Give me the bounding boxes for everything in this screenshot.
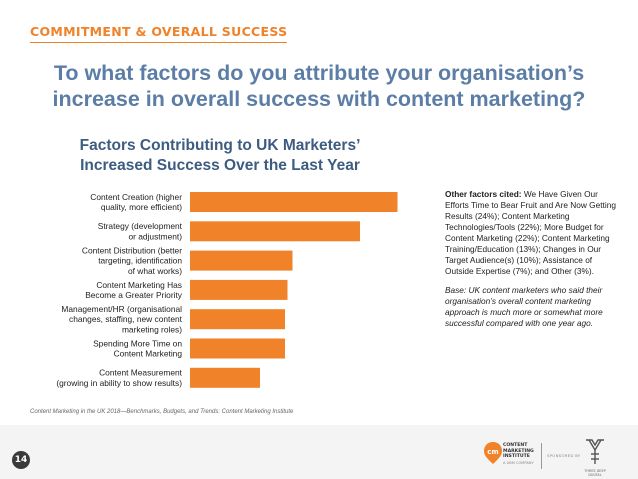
category-label-7: Content Measurement (growing in ability t… <box>56 368 182 388</box>
page-number: 14 <box>12 451 30 469</box>
cmi-logo-icon: cm <box>484 442 502 464</box>
category-label-6: Spending More Time on Content Marketing <box>93 338 182 358</box>
bar-7 <box>190 367 260 388</box>
sponsor-logo-icon <box>586 439 604 464</box>
cmi-name: CONTENT MARKETING INSTITUTE <box>503 443 534 460</box>
bar-value-label-5: 38% <box>250 313 276 326</box>
bar-2 <box>190 221 360 242</box>
category-label-3: Content Distribution (better targeting, i… <box>82 245 182 275</box>
page-title: To what factors do you attribute your or… <box>52 61 586 111</box>
notes-panel: Other factors cited: We Have Given Our E… <box>445 189 620 337</box>
category-label-5: Management/HR (organisational changes, st… <box>61 304 182 334</box>
other-factors-text: We Have Given Our Efforts Time to Bear F… <box>445 189 616 276</box>
bar-value-label-1: 83% <box>362 196 388 209</box>
bar-4 <box>190 279 288 300</box>
bar-1 <box>190 192 398 212</box>
other-factors-heading: Other factors cited: <box>445 189 522 199</box>
category-label-4: Content Marketing Has Become a Greater Pr… <box>85 280 183 300</box>
section-label: COMMITMENT & OVERALL SUCCESS <box>30 24 288 43</box>
sponsor-name: THREE DEEP DIGITAL <box>584 469 606 477</box>
footer-band <box>0 425 638 479</box>
bar-value-label-4: 39% <box>252 284 278 297</box>
bar-value-label-6: 38% <box>250 343 276 356</box>
bar-3 <box>190 250 293 271</box>
source-citation: Content Marketing in the UK 2018—Benchma… <box>30 409 294 415</box>
chart-title: Factors Contributing to UK Marketers’ In… <box>79 137 361 174</box>
cmi-subtitle: A UBM COMPANY <box>503 461 534 465</box>
bar-5 <box>190 309 285 330</box>
category-label-2: Strategy (development or adjustment) <box>98 221 183 241</box>
bar-value-label-7: 28% <box>225 372 251 385</box>
sponsored-by-label: SPONSORED BY <box>547 453 581 458</box>
bar-value-label-2: 68% <box>325 225 351 238</box>
other-factors-note: Other factors cited: We Have Given Our E… <box>445 189 620 277</box>
cmi-badge-text: cm <box>487 448 498 456</box>
bar-value-label-3: 41% <box>257 255 283 268</box>
footer-divider <box>541 443 542 469</box>
bar-6 <box>190 338 285 359</box>
base-note: Base: UK content marketers who said thei… <box>445 285 603 328</box>
category-label-1: Content Creation (higher quality, more ef… <box>90 192 182 212</box>
